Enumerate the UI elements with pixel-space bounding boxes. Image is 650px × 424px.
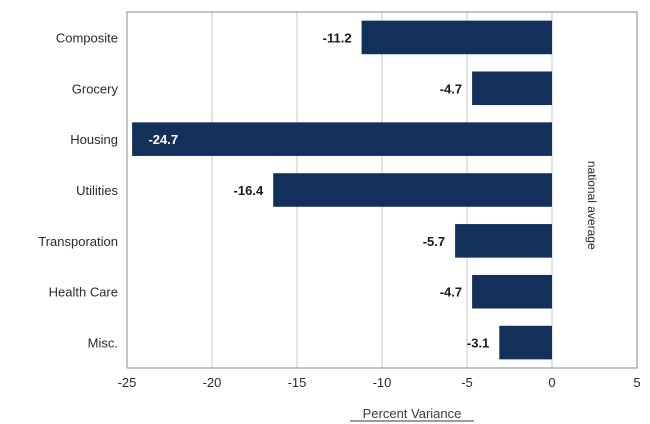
category-label: Composite (56, 30, 118, 45)
x-tick-label: -25 (118, 375, 137, 390)
category-label: Health Care (49, 285, 118, 300)
category-labels: Composite Grocery Housing Utilities Transpor… (38, 30, 118, 350)
data-label: -4.7 (440, 285, 462, 300)
bar (472, 71, 552, 106)
data-label: -16.4 (234, 183, 264, 198)
category-label: Transporation (38, 234, 118, 249)
bar (455, 224, 552, 258)
x-tick-label: -10 (373, 375, 392, 390)
bar (132, 122, 552, 156)
category-label: Housing (70, 132, 118, 147)
bar (472, 274, 552, 309)
x-tick-labels: -25 -20 -15 -10 -5 0 5 (118, 375, 641, 390)
x-tick-label: 5 (633, 375, 640, 390)
bar (361, 20, 552, 55)
data-label: -4.7 (440, 81, 462, 96)
category-label: Utilities (76, 183, 118, 198)
bar (499, 325, 552, 360)
x-tick-label: -20 (203, 375, 222, 390)
bars (132, 20, 552, 360)
data-label: -3.1 (467, 336, 489, 351)
national-average-label: national average (585, 161, 599, 250)
bar (273, 173, 552, 207)
category-label: Misc. (88, 336, 118, 351)
plot-frame (126, 11, 638, 369)
category-label: Grocery (72, 81, 119, 96)
x-tick-label: 0 (548, 375, 555, 390)
data-labels: -11.2 -4.7 -24.7 -16.4 -5.7 -4.7 -3.1 (148, 30, 489, 350)
x-tick-label: -5 (461, 375, 473, 390)
data-label: -11.2 (323, 30, 352, 45)
data-label: -24.7 (148, 132, 178, 147)
x-axis-title: Percent Variance (363, 406, 462, 421)
data-label: -5.7 (423, 234, 445, 249)
x-tick-label: -15 (288, 375, 307, 390)
